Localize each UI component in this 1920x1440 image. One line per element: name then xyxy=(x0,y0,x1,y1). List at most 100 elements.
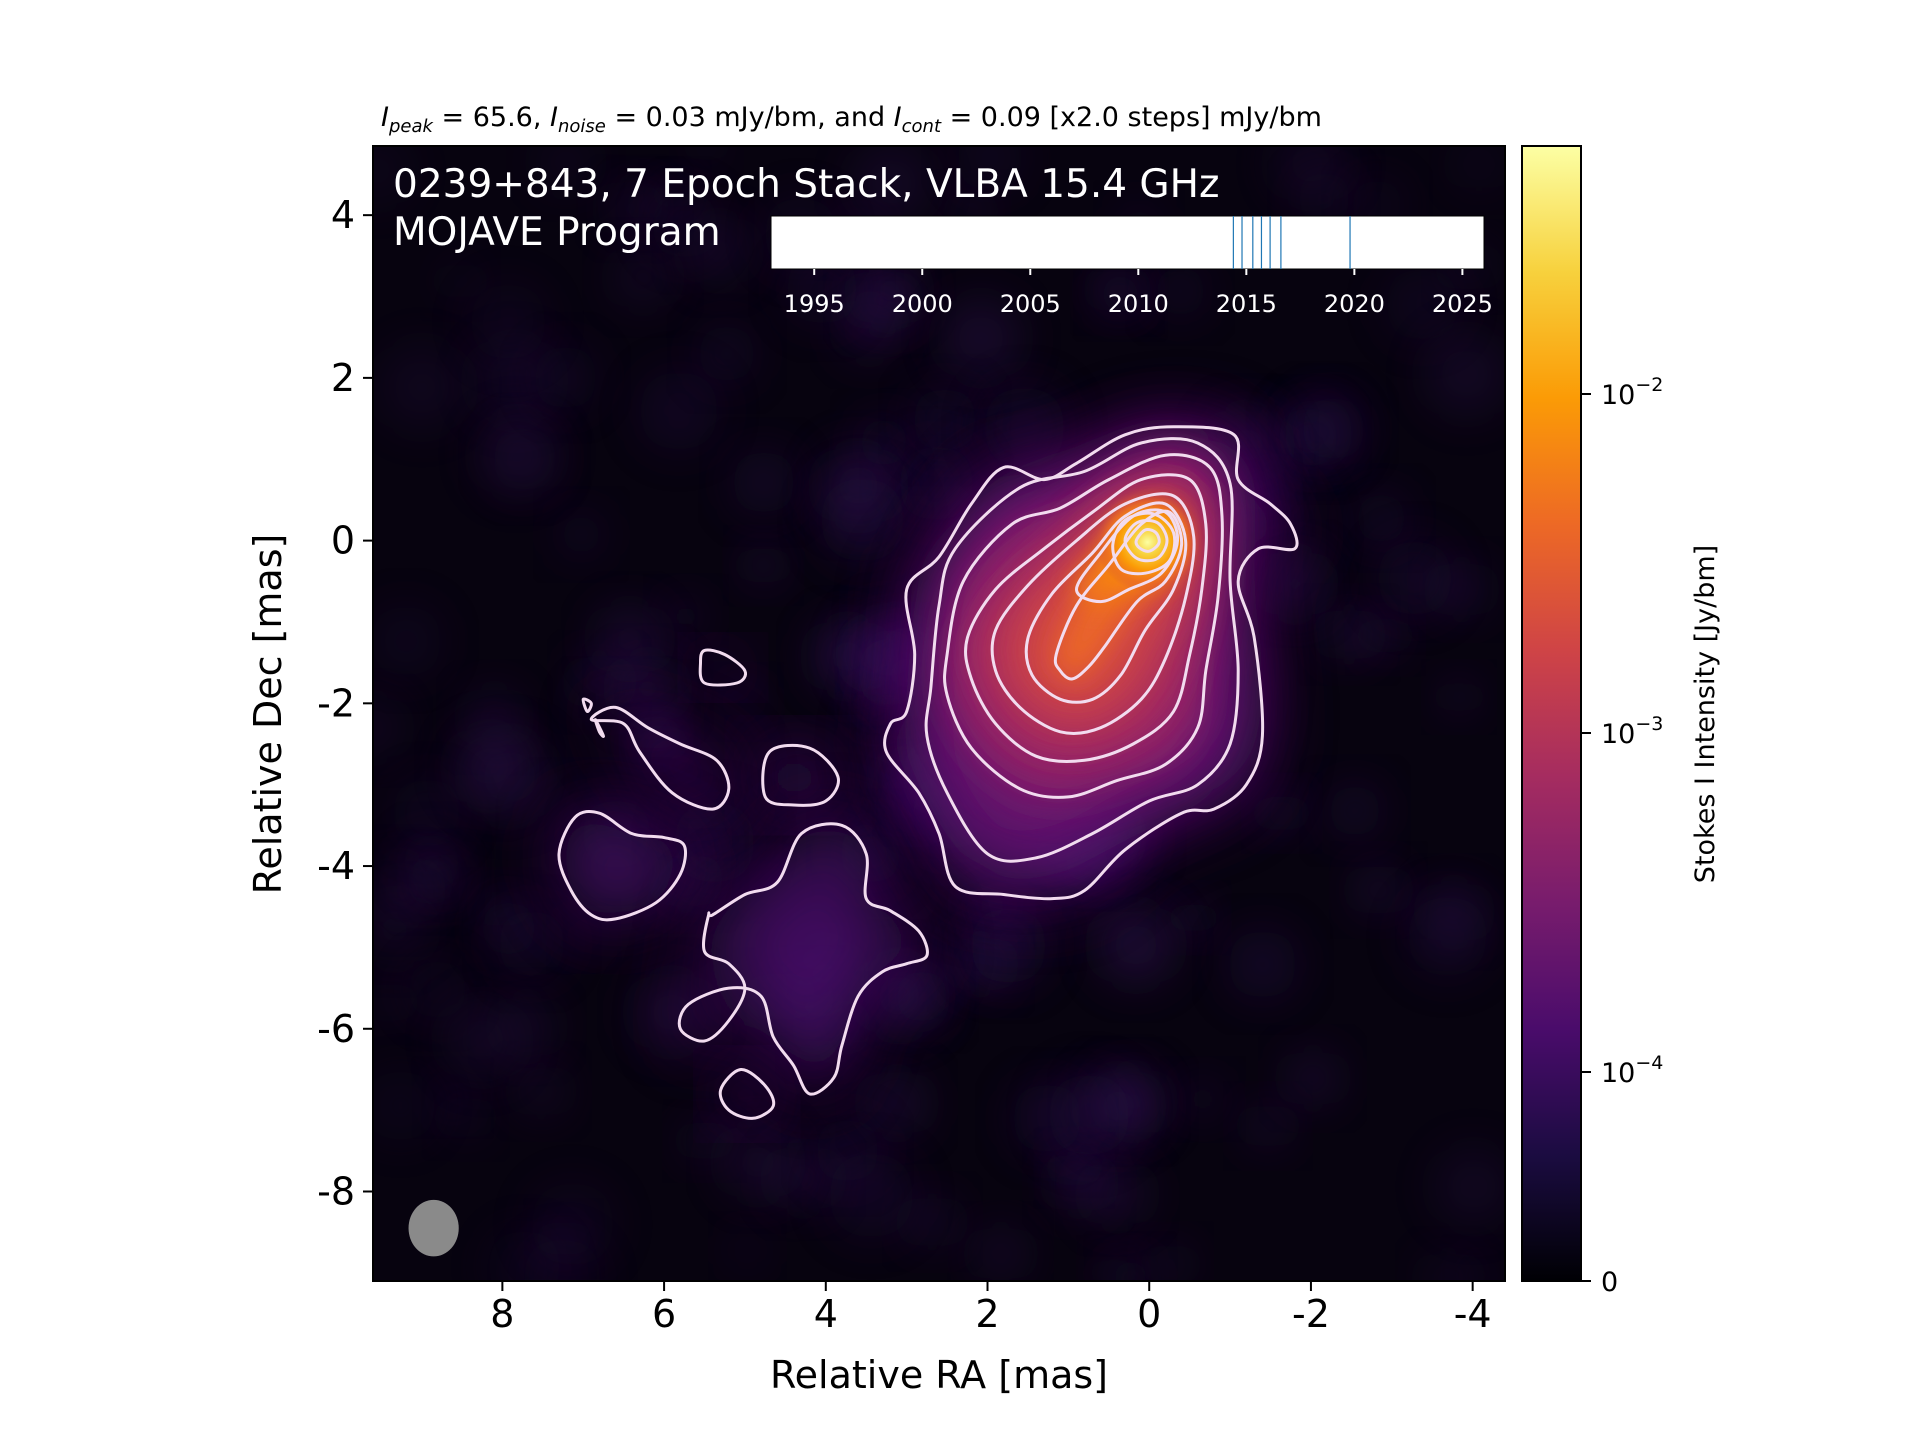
noise-blob xyxy=(1406,895,1489,978)
noise-blob xyxy=(1424,332,1505,417)
contour-line xyxy=(883,425,1299,901)
y-tick-label: 2 xyxy=(331,356,355,400)
noise-blob xyxy=(491,426,559,493)
noise-blob xyxy=(440,260,481,302)
contour-line xyxy=(1123,518,1169,563)
contour-line xyxy=(1075,508,1180,604)
noise-blob xyxy=(515,1065,567,1117)
epoch-timeline-ticks: 1995 2000 2005 2010 2015 2020 2025 xyxy=(784,269,1493,318)
noise-blob xyxy=(982,386,1067,470)
image-frame xyxy=(372,145,1506,1282)
colorbar: 0 10−4 10−3 10−2 Stokes I Intensity [Jy/bm] xyxy=(1521,145,1721,1298)
noise-blob xyxy=(1093,265,1141,313)
noise-blob xyxy=(1295,169,1353,227)
colorbar-ticks: 0 10−4 10−3 10−2 xyxy=(1581,374,1663,1298)
noise-blob xyxy=(724,681,765,722)
timeline-tick-label: 1995 xyxy=(784,290,845,318)
noise-blob xyxy=(1097,906,1175,984)
emission-fill xyxy=(679,823,928,1095)
noise-blob xyxy=(595,605,664,673)
timeline-tick-label: 2020 xyxy=(1324,290,1385,318)
timeline-tick-label: 2000 xyxy=(892,290,953,318)
noise-blob xyxy=(469,282,548,361)
noise-blob xyxy=(687,146,725,166)
noise-blob xyxy=(941,298,1021,379)
noise-blob xyxy=(1376,539,1454,617)
emission-fill xyxy=(762,745,839,806)
noise-blob xyxy=(743,545,784,586)
noise-blob xyxy=(443,1001,522,1079)
y-tick-label: 0 xyxy=(331,519,355,563)
contour-line xyxy=(990,492,1196,735)
timeline-tick-label: 2015 xyxy=(1216,290,1277,318)
noise-blob xyxy=(1326,782,1383,839)
contour-line xyxy=(964,473,1208,763)
noise-blob xyxy=(1149,1243,1192,1281)
noise-blob xyxy=(820,447,897,524)
noise-blob xyxy=(727,1230,767,1270)
noise-blob xyxy=(432,1077,474,1119)
noise-blob xyxy=(974,1227,1028,1281)
noise-blob xyxy=(1440,678,1479,717)
x-tick-label: 6 xyxy=(652,1292,676,1336)
colorbar-tick-label: 10−3 xyxy=(1601,713,1663,750)
noise-blob xyxy=(452,728,528,805)
noise-blob xyxy=(391,777,463,849)
x-tick-label: 4 xyxy=(814,1292,838,1336)
program-title: MOJAVE Program xyxy=(393,210,721,255)
colorbar-gradient xyxy=(1521,145,1582,1282)
noise-blob xyxy=(1047,1073,1131,1157)
noise-blob xyxy=(860,957,938,1035)
contour-line xyxy=(589,705,731,811)
beam-ellipse xyxy=(408,1199,459,1257)
colorbar-label: Stokes I Intensity [Jy/bm] xyxy=(1690,545,1721,883)
y-tick-label: -8 xyxy=(317,1170,355,1214)
noise-blob xyxy=(911,386,978,454)
y-tick-label: -4 xyxy=(317,844,355,888)
contour-line xyxy=(1111,511,1177,576)
noise-blob xyxy=(406,958,469,1021)
contour-line xyxy=(557,810,687,922)
noise-blob xyxy=(1434,562,1489,617)
noise-blob xyxy=(373,1069,437,1143)
noise-blob xyxy=(683,1119,726,1162)
contour-line xyxy=(581,697,593,713)
noise-blob xyxy=(814,1117,881,1184)
noise-blob xyxy=(672,801,756,885)
timeline-tick-label: 2005 xyxy=(1000,290,1061,318)
colorbar-tick-label: 10−2 xyxy=(1601,374,1663,411)
noise-blob xyxy=(373,698,404,758)
noise-blob xyxy=(731,449,797,515)
noise-blob xyxy=(1285,1051,1340,1106)
x-tick-label: 8 xyxy=(490,1292,514,1336)
noise-blob xyxy=(486,1229,562,1281)
contour-line xyxy=(1024,501,1188,704)
contour-line xyxy=(924,437,1240,863)
noise-blob xyxy=(1153,263,1208,319)
intensity-map xyxy=(373,146,1505,1281)
noise-blob xyxy=(1245,1103,1291,1149)
noise-blob xyxy=(373,857,435,924)
noise-blob xyxy=(1181,1077,1225,1121)
noise-blob xyxy=(852,270,912,330)
noise-blob xyxy=(603,181,658,236)
noise-blob xyxy=(573,655,626,709)
noise-blob xyxy=(650,190,720,260)
noise-blob xyxy=(664,595,708,638)
contour-line xyxy=(698,648,747,687)
y-axis-ticks: 4 2 0 -2 -4 -6 -8 xyxy=(317,193,373,1214)
noise-blob xyxy=(1364,615,1406,657)
noise-blob xyxy=(378,343,466,432)
noise-blob xyxy=(1227,929,1298,1000)
x-tick-label: 0 xyxy=(1137,1292,1161,1336)
noise-blob xyxy=(373,981,410,1024)
source-title: 0239+843, 7 Epoch Stack, VLBA 15.4 GHz xyxy=(393,162,1219,207)
emission-fill xyxy=(558,811,686,920)
noise-blob xyxy=(497,909,567,979)
contour-set xyxy=(557,425,1299,1120)
noise-blob xyxy=(473,339,556,423)
noise-blob xyxy=(866,1072,928,1134)
noise-blob xyxy=(1434,1147,1505,1227)
x-axis-ticks: 8 6 4 2 0 -2 -4 xyxy=(490,1281,1492,1336)
